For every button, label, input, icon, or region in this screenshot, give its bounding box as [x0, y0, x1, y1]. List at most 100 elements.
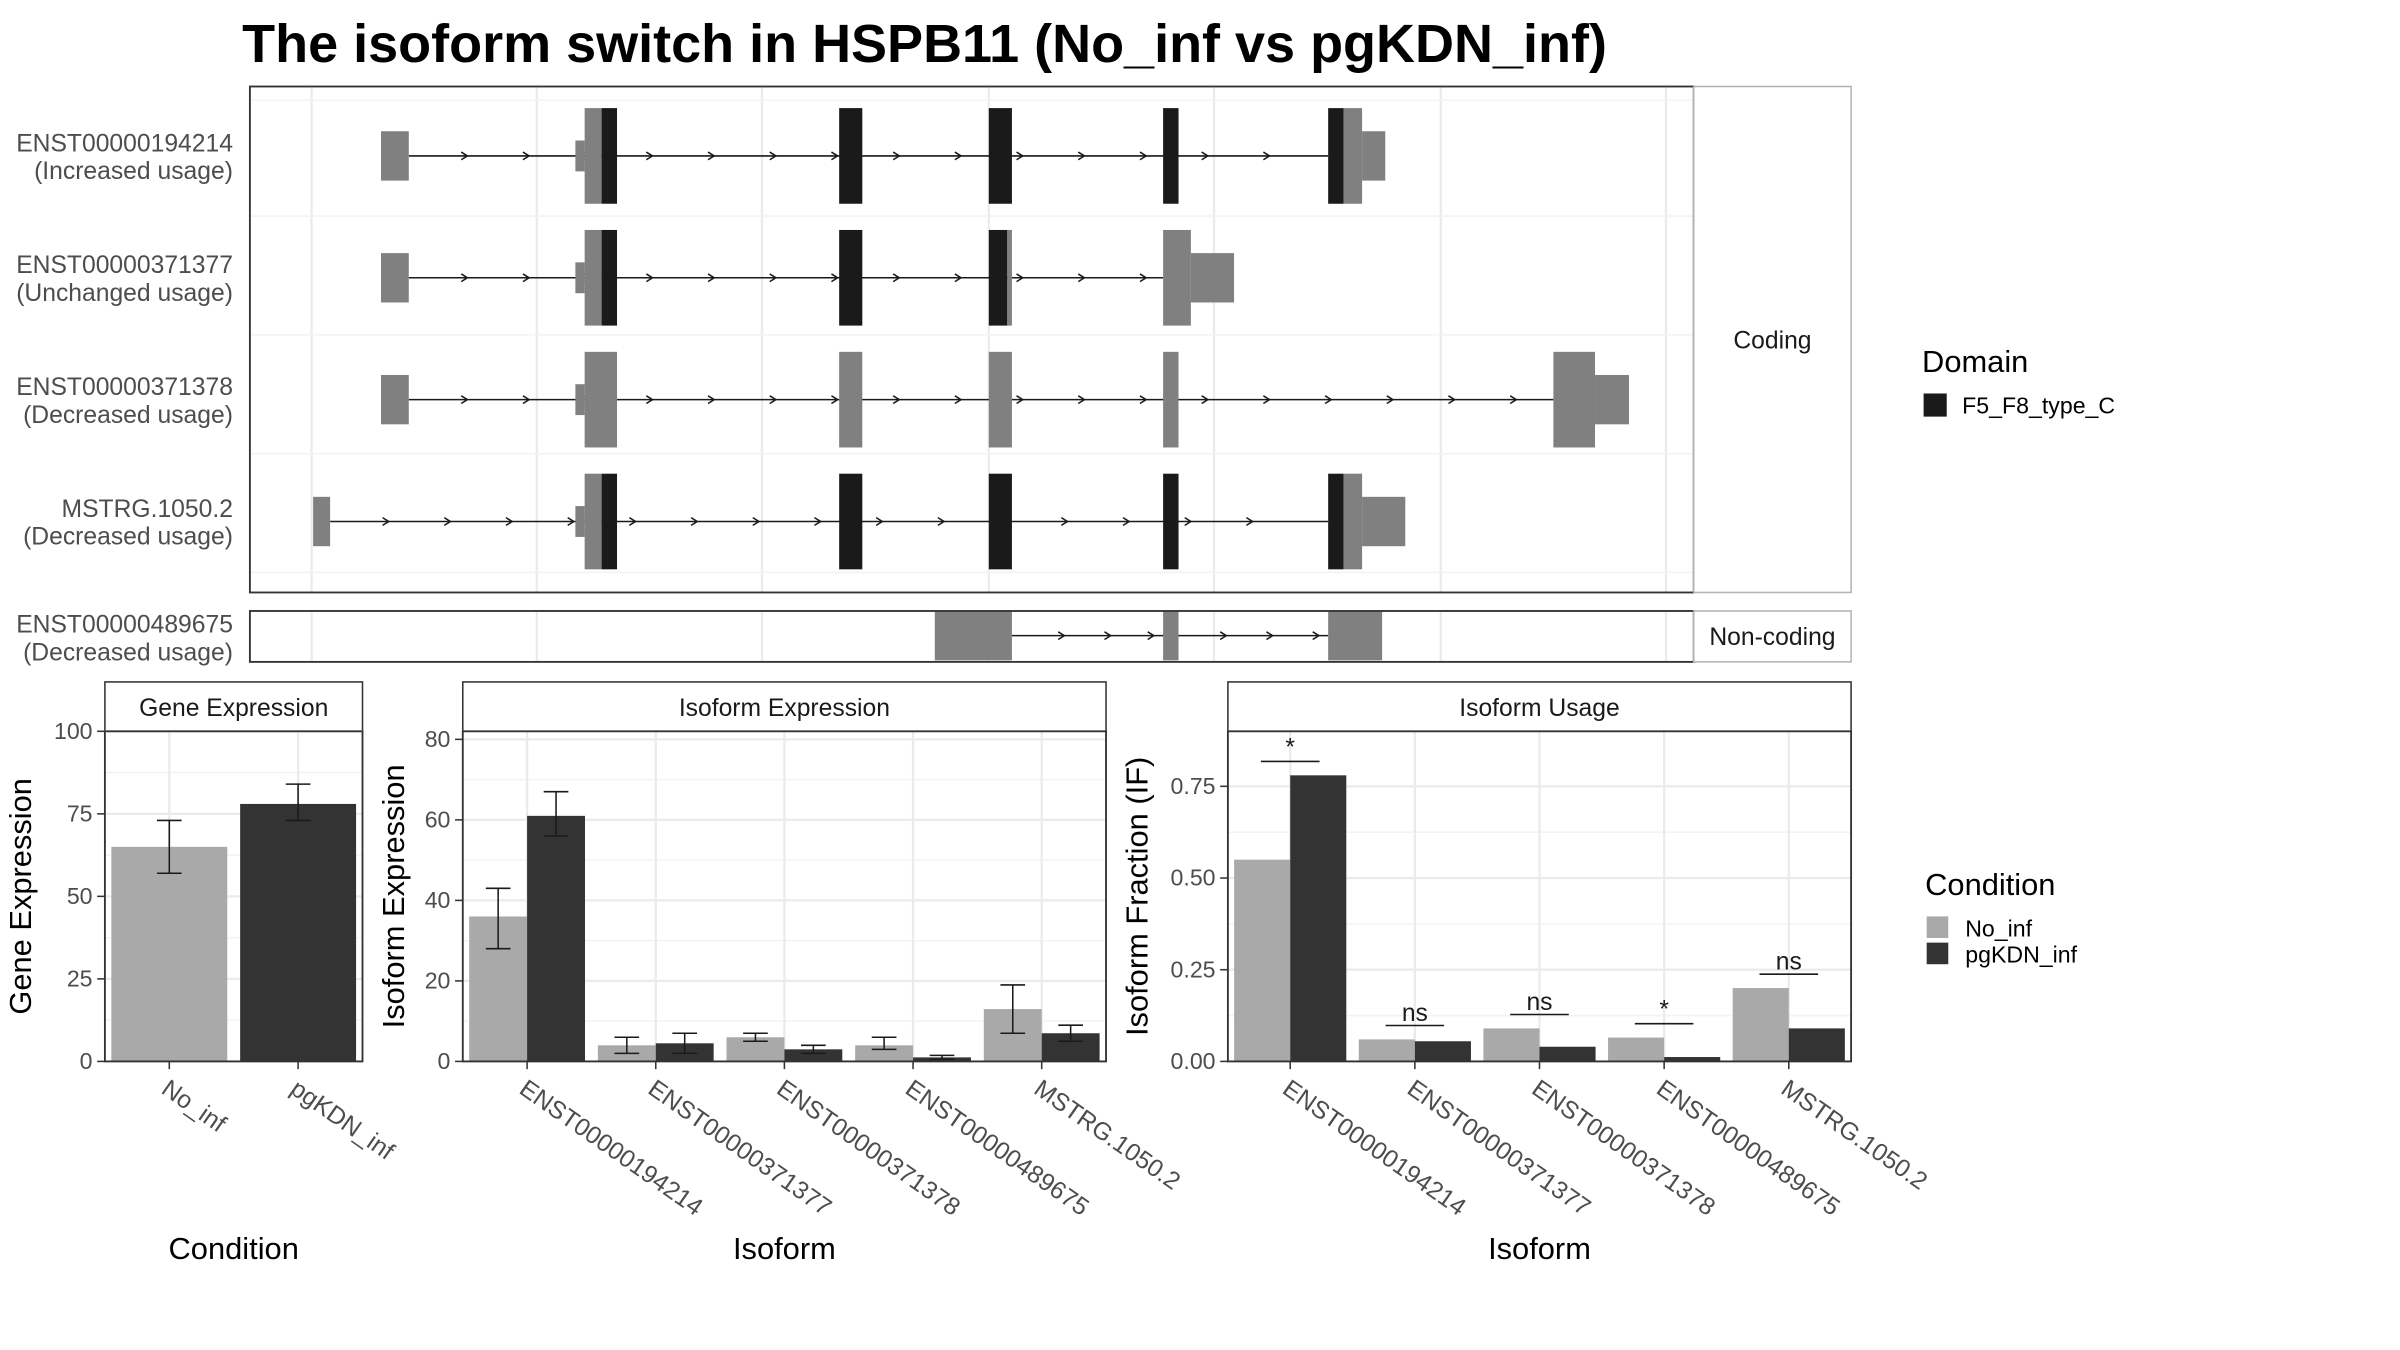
x-axis-title: Condition — [169, 1231, 299, 1266]
intron-arrow — [460, 273, 469, 283]
intron-arrow — [1448, 395, 1457, 405]
bar — [1290, 775, 1347, 1062]
facet-strip — [104, 681, 364, 733]
facet-strip — [462, 681, 1107, 733]
exon-block — [1343, 473, 1363, 570]
intron-arrow — [769, 395, 778, 405]
intron-arrow — [1060, 517, 1069, 527]
intron-arrow — [645, 273, 654, 283]
intron-arrow — [1077, 273, 1086, 283]
bar — [1732, 988, 1789, 1062]
y-tick-label: 50 — [67, 883, 93, 909]
exon-block — [584, 229, 602, 326]
bar — [1788, 1028, 1845, 1062]
x-tick-label: No_inf — [157, 1075, 231, 1138]
transcript-usage-label: (Increased usage) — [34, 158, 233, 185]
y-tick-label: 0.75 — [1171, 773, 1216, 799]
domain-legend-key — [1923, 393, 1947, 417]
transcript-usage-label: (Unchanged usage) — [16, 280, 233, 307]
domain-block — [1328, 108, 1344, 204]
domain-block — [601, 108, 618, 204]
intron-arrow — [1245, 517, 1255, 527]
x-tick-label: pgKDN_inf — [285, 1075, 398, 1166]
noncoding-strip — [1692, 610, 1852, 663]
intron-arrow — [1219, 631, 1228, 641]
transcript-usage-label: (Decreased usage) — [23, 639, 233, 666]
isoform-usage-chart: Isoform Usage*ns ns *ns0.000.250.500.75ENS… — [1120, 681, 1932, 1266]
coding-transcript-row — [381, 351, 1629, 448]
exon-block — [1190, 253, 1235, 303]
intron-arrow — [1266, 631, 1275, 641]
significance-label: ns — [1402, 1000, 1428, 1027]
bar — [527, 815, 585, 1062]
transcript-usage-label: (Decreased usage) — [23, 402, 233, 429]
intron-arrow — [522, 395, 531, 405]
exon-block — [584, 351, 618, 448]
transcript-id-label: ENST00000194214 — [16, 130, 233, 157]
domain-block — [988, 473, 1012, 570]
transcript-id-label: ENST00000371378 — [16, 374, 233, 401]
exon-block — [1362, 496, 1406, 547]
significance-label: * — [1285, 734, 1295, 761]
exon-block — [584, 108, 602, 204]
intron-arrow — [954, 273, 963, 283]
isoform-expression-chart: Isoform Expression020406080ENST000001942… — [376, 681, 1185, 1266]
intron-arrow — [875, 517, 884, 527]
intron-arrow — [831, 395, 840, 405]
exon-block — [381, 253, 409, 303]
y-tick-label: 25 — [67, 966, 93, 992]
domain-legend-title: Domain — [1922, 344, 2028, 379]
exon-block — [1343, 108, 1363, 204]
intron-arrow — [1016, 273, 1025, 283]
intron-arrow — [814, 517, 823, 527]
intron-arrow — [645, 395, 654, 405]
intron-arrow — [1139, 151, 1148, 161]
significance-label: * — [1659, 997, 1669, 1024]
intron-arrow — [831, 273, 840, 283]
domain-block — [601, 229, 618, 326]
condition-legend-label-pgkdn-inf: pgKDN_inf — [1965, 942, 2077, 968]
intron-arrow — [505, 517, 514, 527]
domain-block — [839, 473, 863, 570]
intron-arrow — [1077, 395, 1086, 405]
intron-arrow — [937, 517, 946, 527]
intron-arrow — [769, 151, 778, 161]
facet-strip-label: Isoform Usage — [1459, 695, 1619, 722]
intron-arrow — [1016, 395, 1025, 405]
facet-strip — [1227, 681, 1852, 733]
bar — [1414, 1041, 1471, 1062]
exon-block — [575, 262, 585, 294]
intron-arrow — [1077, 151, 1086, 161]
intron-arrow — [1312, 631, 1321, 641]
exon-block — [575, 506, 585, 537]
intron-arrow — [1122, 517, 1131, 527]
intron-arrow — [831, 151, 840, 161]
y-tick-label: 60 — [425, 807, 451, 833]
y-axis-title: Isoform Fraction (IF) — [1120, 757, 1155, 1036]
exon-block — [1163, 610, 1179, 661]
bar — [1664, 1057, 1721, 1062]
domain-block — [1163, 473, 1179, 570]
intron-arrow — [1201, 395, 1210, 405]
exon-block — [575, 384, 585, 416]
intron-arrow — [628, 517, 637, 527]
coding-transcript-row — [381, 229, 1235, 326]
intron-arrow — [1139, 395, 1148, 405]
transcript-id-label: ENST00000489675 — [16, 612, 233, 639]
intron-arrow — [1509, 395, 1518, 405]
y-tick-label: 100 — [54, 718, 93, 744]
transcript-structure-plot: Coding ENST00000194214(Increased usage) EN… — [16, 85, 1852, 666]
domain-legend-label: F5_F8_type_C — [1962, 393, 2115, 419]
bar — [111, 846, 228, 1062]
gene-expression-chart: Gene Expression 0 25 50 75 100 No_inf pgKDN_inf… — [3, 681, 399, 1266]
domain-block — [1163, 108, 1179, 204]
exon-block — [1163, 351, 1179, 448]
intron-arrow — [460, 151, 469, 161]
intron-arrow — [1324, 395, 1333, 405]
condition-legend-key-no-inf — [1926, 916, 1949, 939]
domain-block — [988, 108, 1012, 204]
coding-strip-label: Coding — [1733, 328, 1811, 355]
intron-arrow — [522, 151, 531, 161]
y-tick-label: 0.50 — [1171, 865, 1216, 891]
intron-arrow — [954, 395, 963, 405]
